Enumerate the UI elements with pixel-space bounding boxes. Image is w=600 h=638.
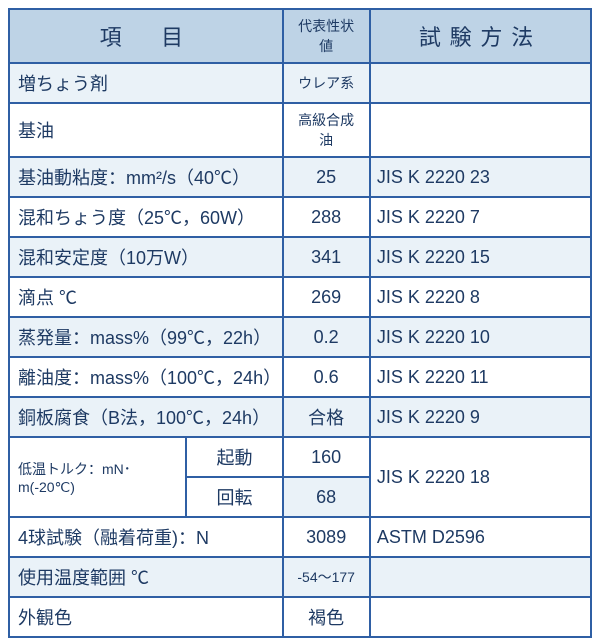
method-cell: JIS K 2220 23 [370, 157, 591, 197]
item-cell: 混和ちょう度（25℃，60W） [9, 197, 283, 237]
value-cell: 高級合成油 [283, 103, 370, 157]
value-cell: ウレア系 [283, 63, 370, 103]
torque-inner-table: 低温トルク：mN･m(-20℃)起動回転 [10, 438, 282, 516]
item-cell: 混和安定度（10万W） [9, 237, 283, 277]
table-row: 離油度：mass%（100℃，24h）0.6JIS K 2220 11 [9, 357, 591, 397]
table-row: 銅板腐食（B法，100℃，24h）合格JIS K 2220 9 [9, 397, 591, 437]
item-cell: 基油 [9, 103, 283, 157]
spec-body: 増ちょう剤ウレア系基油高級合成油基油動粘度：mm²/s（40℃）25JIS K … [9, 63, 591, 637]
item-cell: 使用温度範囲 ℃ [9, 557, 283, 597]
torque-label: 低温トルク：mN･m(-20℃) [10, 438, 186, 516]
value-cell: 0.6 [283, 357, 370, 397]
item-cell: 銅板腐食（B法，100℃，24h） [9, 397, 283, 437]
table-row: 増ちょう剤ウレア系 [9, 63, 591, 103]
value-cell: 288 [283, 197, 370, 237]
value-cell: -54～177 [283, 557, 370, 597]
method-cell: JIS K 2220 10 [370, 317, 591, 357]
torque-sub-rotate: 回転 [186, 477, 281, 516]
value-cell: 褐色 [283, 597, 370, 637]
torque-item-cell: 低温トルク：mN･m(-20℃)起動回転 [9, 437, 283, 517]
method-cell: JIS K 2220 8 [370, 277, 591, 317]
method-cell [370, 597, 591, 637]
value-cell: 25 [283, 157, 370, 197]
method-cell: JIS K 2220 15 [370, 237, 591, 277]
header-value: 代表性状値 [283, 9, 370, 63]
table-row: 蒸発量：mass%（99℃，22h）0.2JIS K 2220 10 [9, 317, 591, 357]
value-cell: 3089 [283, 517, 370, 557]
table-row: 基油動粘度：mm²/s（40℃）25JIS K 2220 23 [9, 157, 591, 197]
value-cell: 0.2 [283, 317, 370, 357]
method-cell: JIS K 2220 11 [370, 357, 591, 397]
table-row: 使用温度範囲 ℃-54～177 [9, 557, 591, 597]
header-row: 項 目 代表性状値 試験方法 [9, 9, 591, 63]
table-row: 基油高級合成油 [9, 103, 591, 157]
method-cell [370, 103, 591, 157]
method-cell: ASTM D2596 [370, 517, 591, 557]
method-cell [370, 557, 591, 597]
header-item: 項 目 [9, 9, 283, 63]
method-cell: JIS K 2220 9 [370, 397, 591, 437]
item-cell: 4球試験（融着荷重)：N [9, 517, 283, 557]
method-cell [370, 63, 591, 103]
item-cell: 滴点 ℃ [9, 277, 283, 317]
torque-sub-start: 起動 [186, 438, 281, 477]
item-cell: 外観色 [9, 597, 283, 637]
table-row: 外観色褐色 [9, 597, 591, 637]
table-row: 混和ちょう度（25℃，60W）288JIS K 2220 7 [9, 197, 591, 237]
table-row: 混和安定度（10万W）341JIS K 2220 15 [9, 237, 591, 277]
item-cell: 蒸発量：mass%（99℃，22h） [9, 317, 283, 357]
item-cell: 増ちょう剤 [9, 63, 283, 103]
table-row: 滴点 ℃269JIS K 2220 8 [9, 277, 591, 317]
value-cell: 269 [283, 277, 370, 317]
torque-method: JIS K 2220 18 [370, 437, 591, 517]
value-cell: 341 [283, 237, 370, 277]
torque-value-start: 160 [283, 437, 370, 477]
item-cell: 離油度：mass%（100℃，24h） [9, 357, 283, 397]
value-cell: 合格 [283, 397, 370, 437]
torque-row-1: 低温トルク：mN･m(-20℃)起動回転160JIS K 2220 18 [9, 437, 591, 477]
header-method: 試験方法 [370, 9, 591, 63]
torque-value-rotate: 68 [283, 477, 370, 517]
spec-table: 項 目 代表性状値 試験方法 増ちょう剤ウレア系基油高級合成油基油動粘度：mm²… [8, 8, 592, 638]
item-cell: 基油動粘度：mm²/s（40℃） [9, 157, 283, 197]
table-row: 4球試験（融着荷重)：N3089ASTM D2596 [9, 517, 591, 557]
method-cell: JIS K 2220 7 [370, 197, 591, 237]
